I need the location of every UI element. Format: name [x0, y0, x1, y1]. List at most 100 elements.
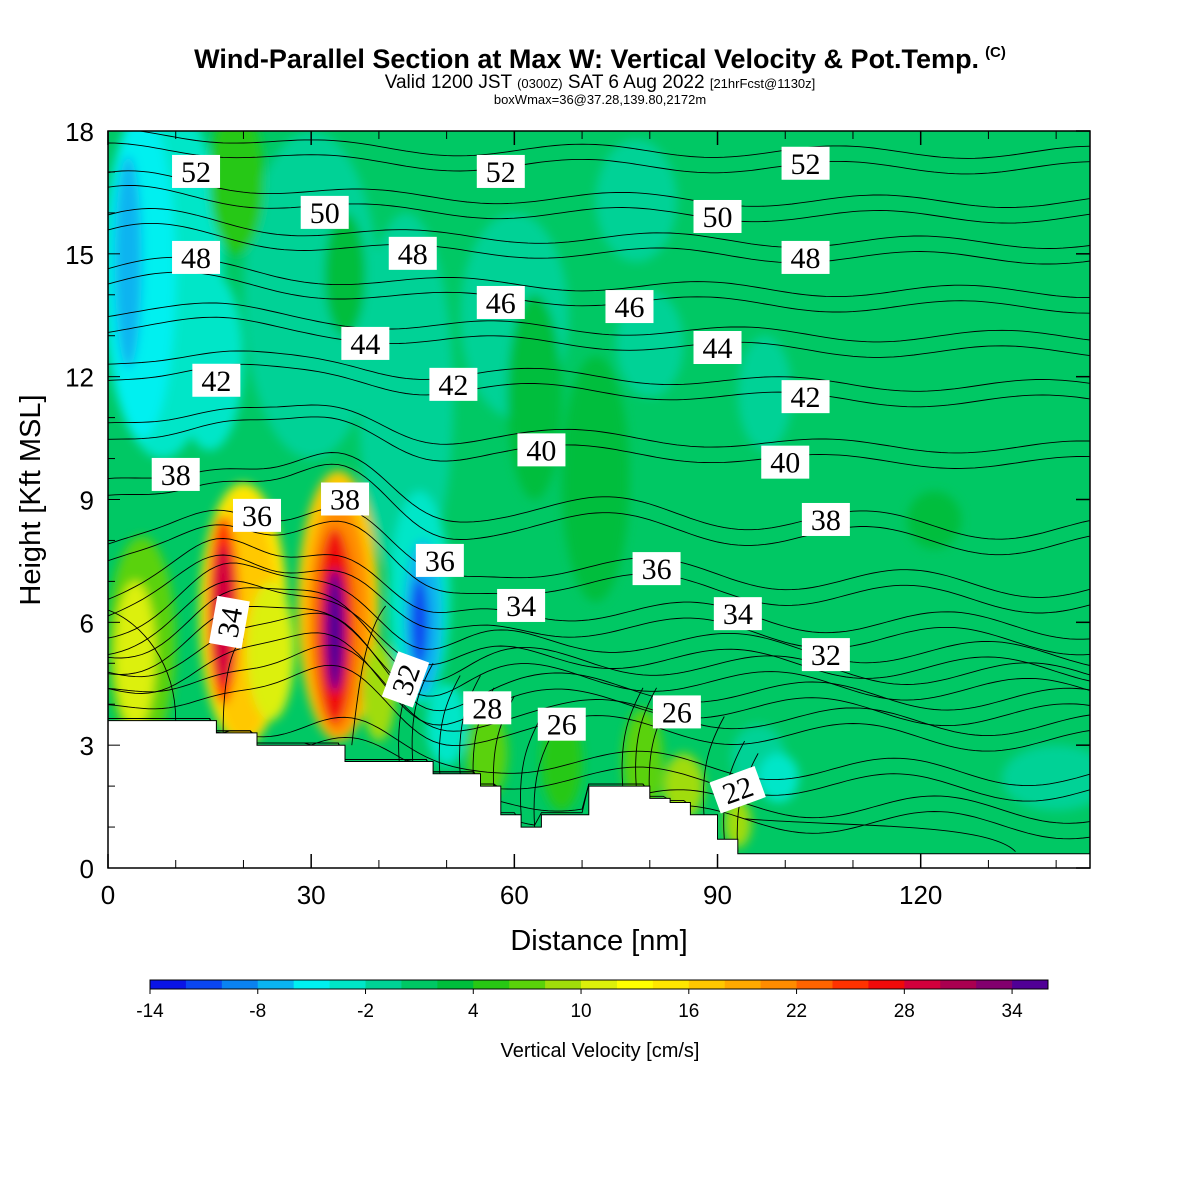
contour-label-box [476, 154, 525, 188]
contour-label-text: 26 [547, 709, 577, 742]
theta-contour-50 [108, 170, 1090, 208]
contour-label-text: 52 [181, 156, 211, 189]
colorbar-swatch [688, 980, 726, 989]
contour-label-52: 52 [781, 146, 830, 181]
colorbar-swatch [1012, 980, 1049, 989]
colorbar-tick-label: 10 [570, 1001, 591, 1022]
velocity-blob [324, 212, 366, 336]
theta-contour-40 [108, 416, 1090, 469]
colorbar-swatch [257, 980, 295, 989]
colorbar-swatch [796, 980, 833, 989]
contour-label-box [388, 236, 437, 270]
contour-label-32: 32 [381, 651, 430, 708]
colorbar-swatch [724, 980, 762, 989]
contour-label-text: 44 [703, 332, 733, 365]
contour-label-48: 48 [388, 236, 437, 271]
theta-contour-32 [108, 562, 1090, 666]
velocity-blob [209, 131, 264, 254]
colorbar-swatch [652, 980, 690, 989]
theta-contour-48 [108, 208, 1090, 249]
theta-contour-44 [108, 302, 1090, 343]
contour-label-46: 46 [476, 285, 525, 320]
colorbar-swatch [150, 980, 187, 989]
chart-title-text: Wind-Parallel Section at Max W: Vertical… [194, 44, 980, 74]
contour-label-32: 32 [801, 638, 850, 672]
contour-label-text: 32 [811, 639, 841, 672]
contour-label-text: 34 [723, 598, 753, 631]
contour-label-text: 52 [791, 148, 821, 181]
colorbar-swatch [904, 980, 941, 989]
contour-label-box [761, 445, 810, 479]
contour-label-box [300, 195, 349, 229]
contour-label-box [709, 766, 766, 814]
potential-temperature-contours [108, 131, 1090, 852]
x-tick-label: 120 [899, 880, 942, 910]
colorbar-tick-label: -2 [357, 1001, 374, 1022]
theta-contour-42 [108, 363, 1090, 408]
contour-label-42: 42 [192, 363, 241, 398]
contour-label-box [652, 695, 701, 729]
colorbar-swatch [616, 980, 654, 989]
velocity-blob [175, 270, 244, 451]
contour-label-box [693, 199, 742, 233]
contour-label-box [476, 285, 525, 319]
box-max-info: boxWmax=36@37.28,139.80,2172m [493, 92, 707, 107]
contour-label-box [463, 691, 512, 725]
colorbar-swatch [581, 980, 618, 989]
y-tick-label: 9 [80, 486, 94, 516]
theta-contour-26 [108, 664, 1090, 752]
contour-label-box [781, 240, 830, 274]
contour-label-40: 40 [517, 433, 566, 467]
y-tick-label: 18 [65, 117, 94, 147]
contour-label-box [172, 240, 221, 274]
contour-label-box [232, 498, 281, 532]
contour-label-text: 42 [791, 381, 821, 414]
contour-label-text: 50 [310, 197, 340, 230]
theta-contour-lee [411, 663, 434, 762]
contour-label-36: 36 [632, 552, 681, 586]
theta-contour-42 [108, 350, 1090, 392]
y-tick-label: 0 [80, 854, 94, 884]
contour-label-36: 36 [415, 543, 464, 578]
theta-contour-38 [108, 463, 1090, 556]
theta-contour-lee [702, 716, 725, 815]
colorbar-swatch [293, 980, 331, 989]
colorbar-tick-label: 34 [1002, 1001, 1024, 1022]
theta-contour-44 [108, 316, 1090, 358]
contour-label-text: 42 [438, 369, 468, 402]
contour-label-34: 34 [208, 595, 250, 649]
contour-label-text: 44 [350, 328, 380, 361]
colorbar-swatch [545, 980, 582, 989]
colorbar-swatch [868, 980, 905, 989]
contour-label-42: 42 [781, 380, 830, 414]
contour-label-box [713, 597, 762, 631]
contour-label-text: 52 [486, 156, 516, 189]
colorbar-tick-label: 16 [678, 1001, 699, 1022]
theta-contour-lee [520, 716, 542, 815]
theta-contour-52 [108, 142, 1090, 175]
contour-label-box [429, 367, 478, 401]
contour-label-38: 38 [151, 457, 200, 492]
velocity-blob [737, 335, 793, 451]
contour-label-box [801, 638, 850, 672]
theta-contour-36 [108, 520, 1090, 614]
theta-contour-lee [635, 687, 657, 787]
theta-contour-west [108, 609, 177, 721]
contour-label-box [605, 290, 654, 324]
colorbar-label: Vertical Velocity [cm/s] [501, 1040, 700, 1062]
contour-label-box [517, 433, 566, 467]
theta-contour-38 [108, 452, 1090, 540]
terrain [108, 131, 1090, 868]
contour-label-box [537, 707, 586, 741]
contour-label-text: 46 [486, 287, 516, 320]
y-tick-label: 6 [80, 608, 94, 638]
contour-label-box [415, 543, 464, 577]
colorbar: -14 -8 -2 4 10 16 22 28 34 [136, 979, 1049, 1022]
colorbar-swatch [509, 980, 546, 989]
theta-contour-24 [108, 716, 1090, 787]
colorbar-swatch [760, 980, 798, 989]
velocity-min-upper [114, 155, 142, 369]
contour-label-text: 28 [472, 692, 502, 725]
x-tick-label: 0 [101, 880, 115, 910]
colorbar-swatch [221, 980, 259, 989]
